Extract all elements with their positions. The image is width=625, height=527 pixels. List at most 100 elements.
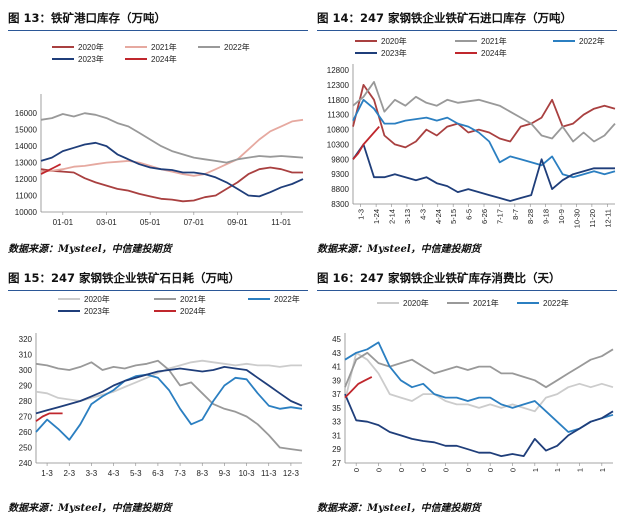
y-tick-label: 12800 xyxy=(327,66,350,75)
x-tick-label: 9-3 xyxy=(219,469,231,478)
x-tick-label: 7-3 xyxy=(174,469,186,478)
x-tick-label: 6-5 xyxy=(465,209,474,220)
y-tick-label: 8800 xyxy=(331,185,349,194)
chart-plot-2: 8300 8800 9300 9800 10300 10800 11300 11800 1230… xyxy=(327,36,616,228)
y-tick-label: 250 xyxy=(19,444,33,453)
y-tick-label: 260 xyxy=(19,428,33,437)
x-tick-label: 4-3 xyxy=(108,469,120,478)
chart-title-2: 图 14：247 家钢铁企业铁矿石进口库存（万吨） xyxy=(317,11,573,25)
series-line-2020年 xyxy=(352,84,616,149)
x-tick-label: 1 xyxy=(598,468,607,472)
x-tick-label: 11-20 xyxy=(588,209,597,228)
legend-label: 2022年 xyxy=(274,294,300,304)
y-tick-label: 310 xyxy=(19,351,33,360)
y-tick-label: 37 xyxy=(332,390,341,399)
series-line-2021年 xyxy=(352,81,616,143)
series-line-2020年 xyxy=(344,351,614,413)
legend-label: 2022年 xyxy=(579,36,605,46)
x-tick-label: 8-7 xyxy=(511,209,520,220)
x-tick-label: 8-28 xyxy=(526,209,535,224)
series-line-2023年 xyxy=(344,393,614,458)
y-tick-label: 39 xyxy=(332,376,341,385)
title-rule-1 xyxy=(8,30,308,31)
legend-label: 2021年 xyxy=(151,42,177,52)
x-tick-label: 0 xyxy=(352,468,361,472)
chart-panel-2: 图 14：247 家钢铁企业铁矿石进口库存（万吨） 8300 8800 9300 98… xyxy=(317,10,617,255)
x-tick-label: 9-18 xyxy=(542,209,551,224)
x-tick-label: 4-24 xyxy=(434,209,443,224)
y-tick-label: 10300 xyxy=(327,140,350,149)
x-tick-label: 1-24 xyxy=(372,209,381,224)
y-tick-label: 16000 xyxy=(15,109,38,118)
series-line-2022年 xyxy=(352,98,616,179)
y-tick-label: 290 xyxy=(19,382,33,391)
series-line-2024年 xyxy=(344,376,373,399)
y-tick-label: 33 xyxy=(332,418,341,427)
x-tick-label: 1 xyxy=(576,468,585,472)
x-tick-label: 5-15 xyxy=(449,209,458,224)
y-tick-label: 45 xyxy=(332,335,341,344)
chart-source-2: 数据来源：Mysteel，中信建投期货 xyxy=(317,244,481,255)
series-line-2023年 xyxy=(40,141,304,198)
x-tick-label: 0 xyxy=(442,468,451,472)
series-line-2021年 xyxy=(40,118,304,177)
chart-title-1: 图 13：铁矿港口库存（万吨） xyxy=(8,11,167,25)
x-tick-label: 05-01 xyxy=(140,218,161,227)
chart-title-4: 图 16：247 家钢铁企业铁矿库存消费比（天） xyxy=(317,271,561,285)
series-line-2023年 xyxy=(35,366,303,415)
chart-title-3: 图 15：247 家钢铁企业铁矿石日耗（万吨） xyxy=(8,271,241,285)
y-tick-label: 320 xyxy=(19,335,33,344)
y-tick-label: 240 xyxy=(19,459,33,468)
series-line-2021年 xyxy=(35,359,303,452)
x-tick-label: 10-9 xyxy=(557,209,566,224)
legend-label: 2023年 xyxy=(84,306,110,316)
y-tick-label: 27 xyxy=(332,459,341,468)
x-tick-label: 4-3 xyxy=(418,209,427,220)
y-tick-label: 280 xyxy=(19,397,33,406)
series-line-2024年 xyxy=(40,163,62,175)
x-tick-label: 09-01 xyxy=(227,218,248,227)
y-tick-label: 43 xyxy=(332,349,341,358)
x-tick-label: 0 xyxy=(509,468,518,472)
series-line-2022年 xyxy=(40,112,304,164)
x-tick-label: 2-14 xyxy=(388,209,397,224)
legend-label: 2022年 xyxy=(543,298,569,308)
series-line-2023年 xyxy=(352,143,615,202)
x-tick-label: 12-11 xyxy=(603,209,612,228)
y-tick-label: 15000 xyxy=(15,126,38,135)
x-tick-label: 0 xyxy=(419,468,428,472)
x-tick-label: 3-13 xyxy=(403,209,412,224)
x-tick-label: 0 xyxy=(486,468,495,472)
series-line-2022年 xyxy=(35,373,303,441)
legend-label: 2022年 xyxy=(224,42,250,52)
x-tick-label: 1-3 xyxy=(41,469,53,478)
x-tick-label: 1-3 xyxy=(357,209,366,220)
legend-label: 2024年 xyxy=(180,306,206,316)
series-line-2022年 xyxy=(344,341,614,433)
y-tick-label: 300 xyxy=(19,366,33,375)
chart-source-1: 数据来源：Mysteel，中信建投期货 xyxy=(8,244,172,255)
y-tick-label: 11000 xyxy=(15,192,37,201)
chart-panel-3: 图 15：247 家钢铁企业铁矿石日耗（万吨） 240 250 260 270 280 2… xyxy=(8,270,308,520)
y-tick-label: 41 xyxy=(332,363,341,372)
chart-panel-4: 图 16：247 家钢铁企业铁矿库存消费比（天） 27 29 31 33 35 37 39 4… xyxy=(317,270,617,520)
y-tick-label: 11800 xyxy=(327,96,349,105)
x-tick-label: 12-3 xyxy=(283,469,300,478)
x-tick-label: 03-01 xyxy=(96,218,117,227)
series-line-2020年 xyxy=(40,166,303,203)
x-tick-label: 8-3 xyxy=(196,469,208,478)
y-tick-label: 10000 xyxy=(15,208,38,217)
legend-label: 2020年 xyxy=(78,42,104,52)
legend-label: 2023年 xyxy=(78,54,104,64)
y-tick-label: 9800 xyxy=(331,155,349,164)
series-line-2024年 xyxy=(35,412,63,422)
legend-label: 2023年 xyxy=(381,48,407,58)
legend-label: 2020年 xyxy=(381,36,407,46)
chart-source-3: 数据来源：Mysteel，中信建投期货 xyxy=(8,503,172,514)
y-tick-label: 12300 xyxy=(327,81,350,90)
x-tick-label: 1 xyxy=(553,468,562,472)
legend-label: 2020年 xyxy=(84,294,110,304)
chart-source-4: 数据来源：Mysteel，中信建投期货 xyxy=(317,503,481,514)
chart-plot-3: 240 250 260 270 280 290 300 310 320 1-3 2-3 3-3 4-3 5… xyxy=(19,294,303,478)
y-tick-label: 35 xyxy=(332,404,341,413)
